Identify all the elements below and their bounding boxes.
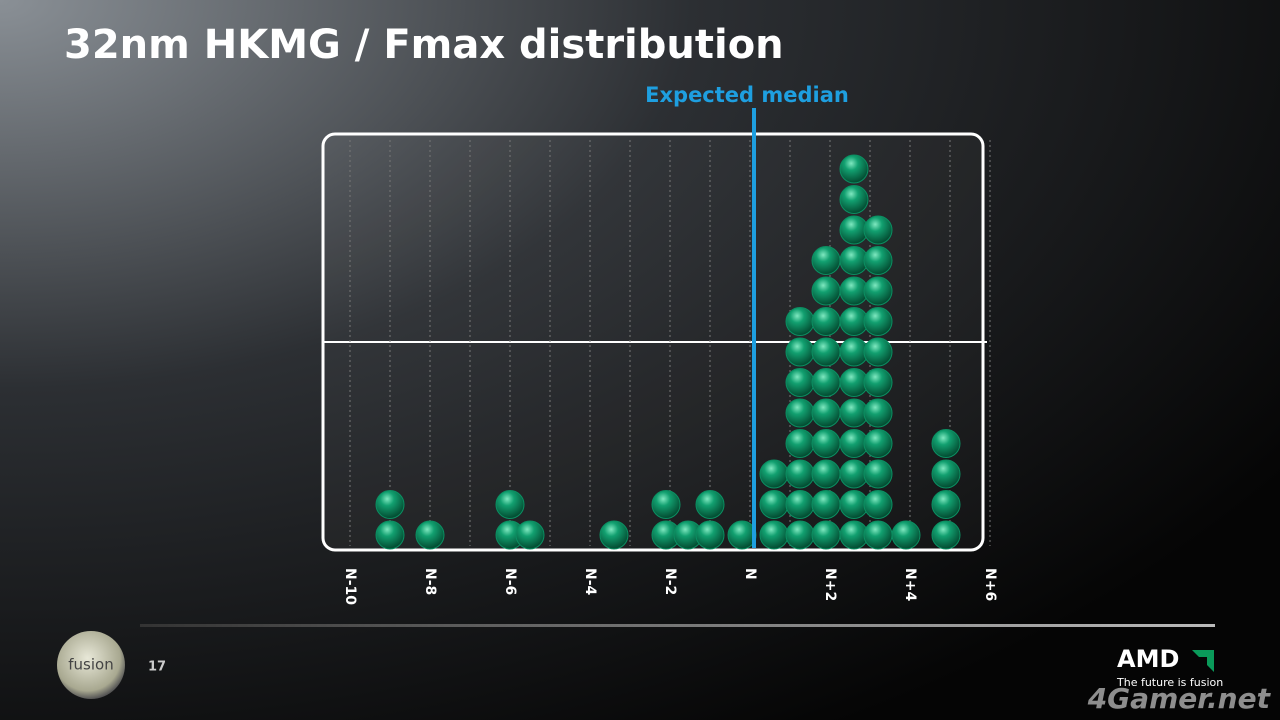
ball [931, 429, 961, 458]
ball [785, 307, 815, 336]
ball [811, 398, 841, 428]
ball [931, 459, 961, 489]
ball [759, 459, 789, 489]
ball [651, 490, 681, 519]
dot-stack [695, 490, 725, 550]
ball [811, 276, 841, 306]
ball [863, 520, 893, 550]
logo-text: fusion [68, 656, 113, 674]
ball [759, 490, 789, 519]
dot-stack [599, 520, 629, 550]
x-tick-label: N+4 [902, 568, 918, 601]
marks [375, 154, 961, 550]
tagline: The future is fusion [1116, 676, 1223, 689]
x-tick-label: N+6 [982, 568, 998, 601]
ball [863, 215, 893, 245]
ball [891, 520, 921, 550]
x-tick-label: N-8 [422, 568, 438, 595]
ball [695, 490, 725, 519]
dot-stack [375, 490, 405, 550]
logo-badge [57, 631, 125, 699]
page-number: 17 [148, 660, 166, 675]
ball [839, 185, 869, 214]
ball [863, 307, 893, 336]
ball [863, 429, 893, 458]
footer-rule [140, 624, 1215, 627]
ball [785, 520, 815, 550]
x-tick-label: N [742, 568, 758, 580]
ball [811, 337, 841, 367]
dot-stack [891, 520, 921, 550]
dot-stack [759, 459, 789, 550]
dot-stack [515, 520, 545, 550]
ball [931, 490, 961, 519]
ball [863, 337, 893, 367]
ball [415, 520, 445, 550]
ball [785, 490, 815, 519]
ball [759, 520, 789, 550]
ball [811, 490, 841, 519]
dot-stack [651, 490, 681, 550]
ball [863, 246, 893, 275]
ball [515, 520, 545, 550]
ball [811, 368, 841, 397]
ball [863, 368, 893, 397]
ball [375, 490, 405, 519]
ball [931, 520, 961, 550]
ball [785, 429, 815, 458]
x-tick-label: N-6 [502, 568, 518, 595]
ball [785, 368, 815, 397]
x-tick-label: N+2 [822, 568, 838, 601]
ball [785, 337, 815, 367]
dot-stack [727, 520, 757, 550]
ball [727, 520, 757, 550]
ball [599, 520, 629, 550]
ball [695, 520, 725, 550]
ball [839, 154, 869, 184]
ball [811, 429, 841, 458]
ball [785, 459, 815, 489]
dot-stack [863, 215, 893, 550]
ball [863, 490, 893, 519]
brand-arrow [1192, 650, 1214, 672]
brand: AMD [1117, 645, 1179, 673]
watermark: 4Gamer.net [1087, 682, 1272, 715]
ball [811, 307, 841, 336]
ball [811, 246, 841, 275]
x-tick-label: N-10 [342, 568, 358, 605]
ball [375, 520, 405, 550]
ball [811, 520, 841, 550]
title: 32nm HKMG / Fmax distribution [64, 22, 784, 68]
dot-stack [811, 246, 841, 550]
dot-stack [931, 429, 961, 550]
x-tick-label: N-2 [662, 568, 678, 595]
dot-stack [415, 520, 445, 550]
ball [811, 459, 841, 489]
dot-stack [839, 154, 869, 550]
ball [863, 398, 893, 428]
dot-stack [785, 307, 815, 550]
x-tick-label: N-4 [582, 568, 598, 596]
ball [785, 398, 815, 428]
ball [863, 276, 893, 306]
ball [863, 459, 893, 489]
ball [495, 490, 525, 519]
reference-label: Expected median [645, 83, 849, 107]
